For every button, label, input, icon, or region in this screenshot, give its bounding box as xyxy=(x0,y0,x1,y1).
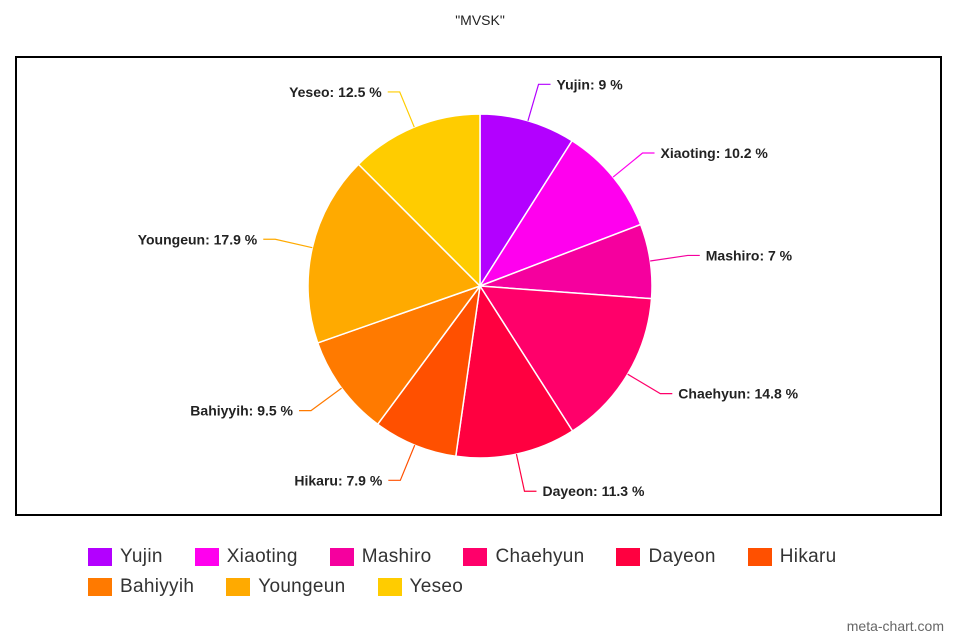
leader-line-hikaru xyxy=(388,444,416,481)
pie-slice-youngeun[interactable] xyxy=(307,163,482,344)
legend-swatch xyxy=(329,548,354,566)
legend-label: Hikaru xyxy=(779,546,837,567)
legend-swatch xyxy=(226,578,251,596)
legend-item-youngeun[interactable]: Youngeun xyxy=(226,576,345,598)
legend-swatch xyxy=(194,548,219,566)
legend-label: Yeseo xyxy=(409,576,464,597)
leader-line-bahiyyih xyxy=(299,387,342,412)
leader-line-yujin xyxy=(527,83,551,121)
pie-slice-bahiyyih[interactable] xyxy=(316,284,483,426)
legend-item-xiaoting[interactable]: Xiaoting xyxy=(194,546,298,568)
leader-line-xiaoting xyxy=(612,152,655,178)
data-label-hikaru: Hikaru: 7.9 % xyxy=(294,472,382,488)
leader-line-youngeun xyxy=(263,238,313,249)
pie-slice-dayeon[interactable] xyxy=(454,283,574,459)
data-label-yujin: Yujin: 9 % xyxy=(557,76,624,92)
legend-swatch xyxy=(463,548,488,566)
legend-swatch xyxy=(88,578,112,596)
legend-swatch xyxy=(88,548,112,566)
leader-line-mashiro xyxy=(650,254,700,262)
pie-slice-yujin[interactable] xyxy=(479,113,574,289)
legend-item-bahiyyih[interactable]: Bahiyyih xyxy=(88,576,194,598)
data-label-bahiyyih: Bahiyyih: 9.5 % xyxy=(190,403,293,419)
legend-item-hikaru[interactable]: Hikaru xyxy=(747,546,837,568)
data-label-dayeon: Dayeon: 11.3 % xyxy=(542,483,644,499)
legend-item-chaehyun[interactable]: Chaehyun xyxy=(463,546,584,568)
chart-legend: Yujin Xiaoting Mashiro Chaehyun Dayeon Hikaru… xyxy=(88,546,908,598)
legend-item-yeseo[interactable]: Yeseo xyxy=(377,576,464,598)
data-label-yeseo: Yeseo: 12.5 % xyxy=(289,84,382,100)
legend-label: Xiaoting xyxy=(226,546,298,567)
data-label-chaehyun: Chaehyun: 14.8 % xyxy=(678,386,798,402)
data-label-xiaoting: Xiaoting: 10.2 % xyxy=(661,145,769,161)
legend-swatch xyxy=(747,548,772,566)
legend-label: Youngeun xyxy=(258,576,346,597)
legend-label: Dayeon xyxy=(648,546,716,567)
legend-swatch xyxy=(616,548,641,566)
leader-line-dayeon xyxy=(515,453,537,492)
legend-label: Chaehyun xyxy=(495,546,585,567)
chart-title: "MVSK" xyxy=(455,12,505,28)
legend-label: Mashiro xyxy=(361,546,432,567)
pie-slice-yeseo[interactable] xyxy=(357,113,481,288)
legend-item-yujin[interactable]: Yujin xyxy=(88,546,163,568)
legend-swatch xyxy=(377,578,402,596)
data-label-youngeun: Youngeun: 17.9 % xyxy=(138,231,258,247)
leader-line-yeseo xyxy=(387,91,415,128)
legend-label: Bahiyyih xyxy=(120,576,195,597)
watermark: meta-chart.com xyxy=(846,618,944,634)
plot-area xyxy=(15,56,942,516)
legend-item-mashiro[interactable]: Mashiro xyxy=(329,546,432,568)
pie-slice-chaehyun[interactable] xyxy=(478,285,653,433)
data-label-mashiro: Mashiro: 7 % xyxy=(706,247,793,263)
leader-line-chaehyun xyxy=(627,373,673,395)
legend-item-dayeon[interactable]: Dayeon xyxy=(616,546,715,568)
pie-slice-xiaoting[interactable] xyxy=(478,139,642,288)
legend-label: Yujin xyxy=(120,546,163,567)
